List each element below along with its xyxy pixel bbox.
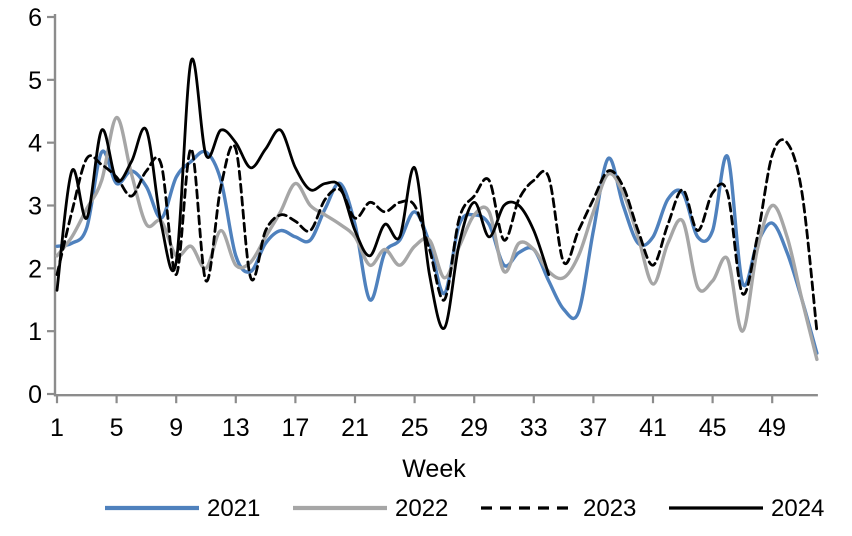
legend-label-2024: 2024 bbox=[771, 495, 824, 522]
x-tick-label-week-41: 41 bbox=[639, 414, 667, 442]
y-tick-label-1: 1 bbox=[28, 318, 42, 346]
x-tick-label-week-33: 33 bbox=[520, 414, 548, 442]
x-axis-title: Week bbox=[402, 455, 466, 483]
y-tick-label-0: 0 bbox=[28, 381, 42, 409]
legend-item-2022: 2022 bbox=[293, 495, 448, 522]
series-line-2022 bbox=[55, 115, 819, 362]
x-tick-label-week-13: 13 bbox=[222, 414, 250, 442]
legend-item-2024: 2024 bbox=[669, 495, 824, 522]
series-line-2021 bbox=[55, 149, 819, 355]
y-tick-label-3: 3 bbox=[28, 193, 42, 221]
x-tick-label-week-45: 45 bbox=[699, 414, 727, 442]
x-tick-label-week-21: 21 bbox=[341, 414, 369, 442]
series-line-2023 bbox=[55, 138, 819, 333]
series-lines bbox=[55, 57, 819, 362]
x-tick-label-week-37: 37 bbox=[579, 414, 607, 442]
legend-item-2023: 2023 bbox=[481, 495, 636, 522]
legend-item-2021: 2021 bbox=[105, 495, 260, 522]
y-tick-label-6: 6 bbox=[28, 4, 42, 32]
y-tick-label-4: 4 bbox=[28, 130, 42, 158]
legend-label-2023: 2023 bbox=[583, 495, 636, 522]
series-line-2024 bbox=[55, 57, 551, 330]
x-tick-label-week-29: 29 bbox=[460, 414, 488, 442]
x-tick-label-week-49: 49 bbox=[758, 414, 786, 442]
x-tick-label-week-1: 1 bbox=[50, 414, 64, 442]
y-tick-label-5: 5 bbox=[28, 67, 42, 95]
legend: 2021 2022 2023 2024 bbox=[105, 495, 824, 522]
x-tick-label-week-25: 25 bbox=[401, 414, 429, 442]
x-tick-label-week-9: 9 bbox=[169, 414, 183, 442]
y-tick-label-2: 2 bbox=[28, 255, 42, 283]
x-tick-label-week-17: 17 bbox=[281, 414, 309, 442]
legend-label-2021: 2021 bbox=[207, 495, 260, 522]
legend-label-2022: 2022 bbox=[395, 495, 448, 522]
x-tick-label-week-5: 5 bbox=[110, 414, 124, 442]
